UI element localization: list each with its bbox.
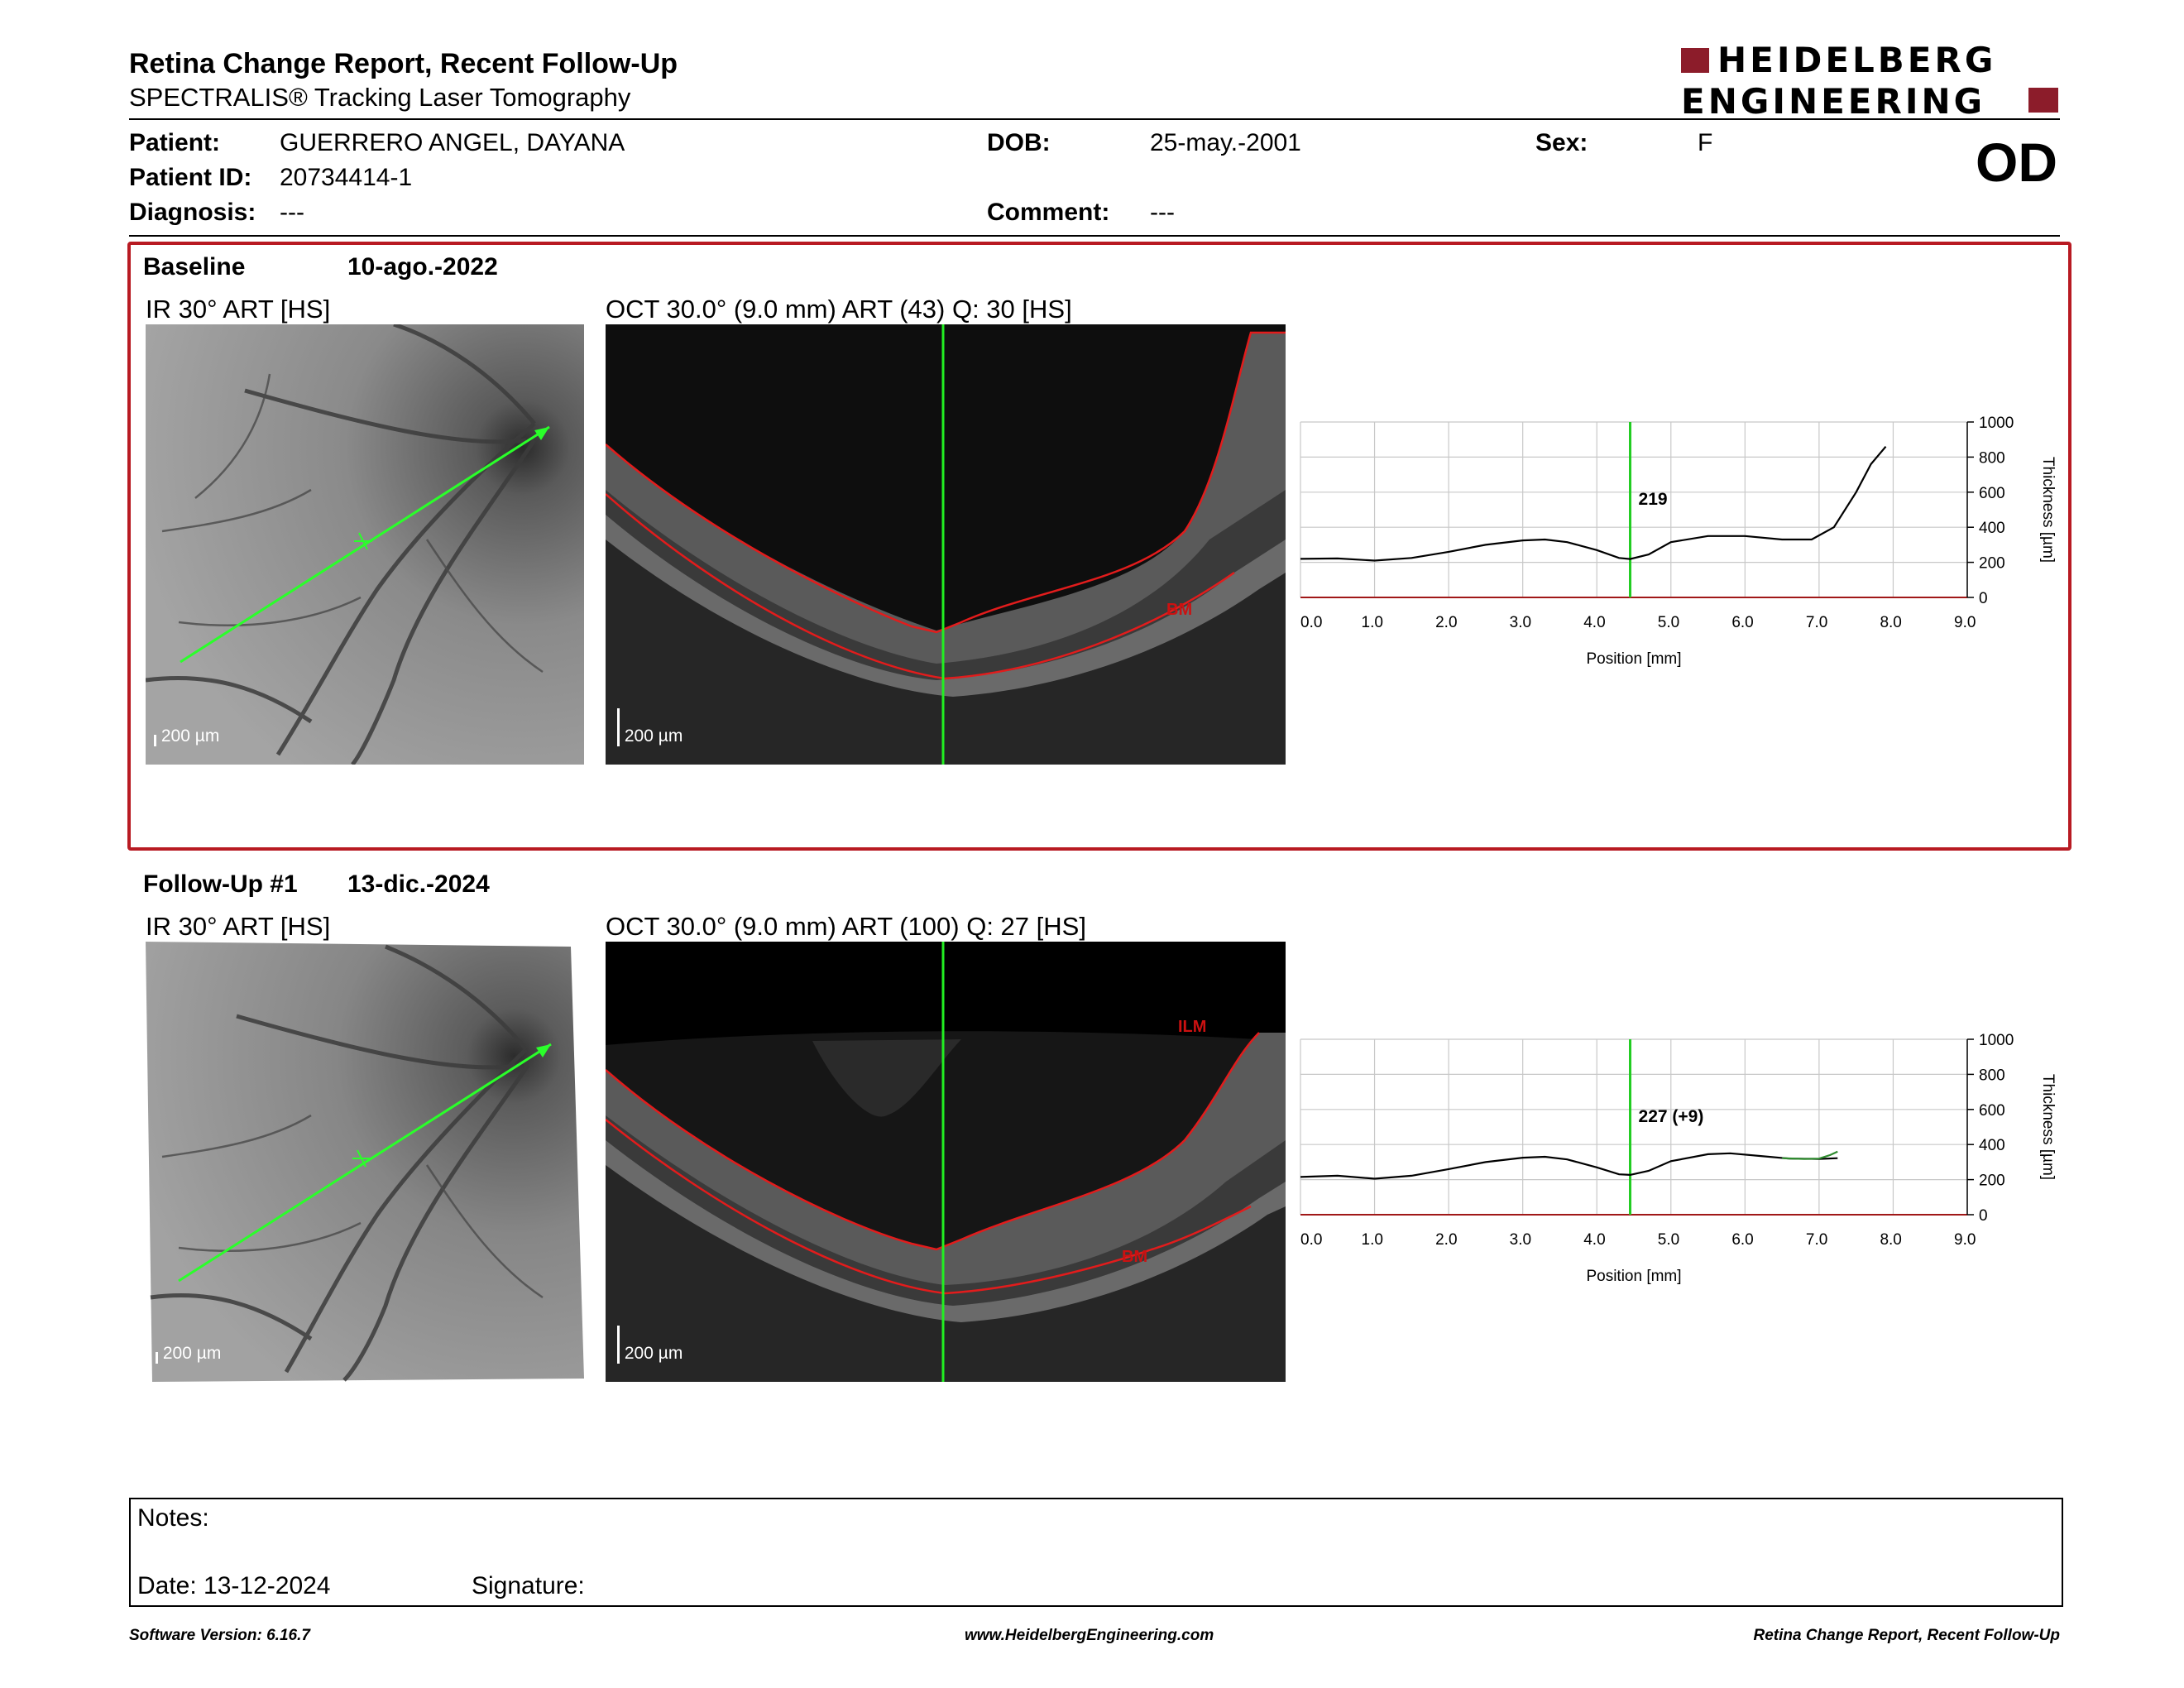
x-tick-label: 3.0 (1510, 1231, 1531, 1249)
y-tick-label: 1000 (1979, 1032, 2014, 1049)
x-tick-label: 1.0 (1362, 614, 1383, 631)
logo-line1: HEIDELBERG (1717, 40, 1997, 80)
y-tick-label: 800 (1979, 449, 2005, 467)
y-tick-label: 800 (1979, 1067, 2005, 1084)
baseline-oct-title: OCT 30.0° (9.0 mm) ART (43) Q: 30 [HS] (606, 295, 1072, 324)
followup-date: 13-dic.-2024 (347, 870, 490, 898)
followup-ir-image: 200 µm (146, 942, 584, 1382)
x-tick-label: 4.0 (1583, 1231, 1605, 1249)
followup-oct-image: ILM BM 200 µm (606, 942, 1286, 1382)
x-tick-label: 5.0 (1658, 1231, 1679, 1249)
sex-label: Sex: (1535, 129, 1588, 156)
baseline-date: 10-ago.-2022 (347, 253, 498, 281)
patient-id-value: 20734414-1 (280, 164, 413, 191)
baseline-thickness-chart: 0 200 400 600 800 1000 0.0 1.0 2.0 3.0 4.0 5.0 6.0 7.… (1300, 415, 2057, 668)
notes-label: Notes: (137, 1504, 209, 1532)
x-tick-label: 2.0 (1435, 1231, 1457, 1249)
y-tick-label: 600 (1979, 1102, 2005, 1120)
patient-name: GUERRERO ANGEL, DAYANA (280, 129, 625, 156)
patient-label: Patient: (129, 129, 221, 156)
comment-value: --- (1150, 199, 1175, 226)
x-tick-label: 6.0 (1731, 1231, 1753, 1249)
baseline-oct-scale: 200 µm (624, 727, 683, 746)
x-tick-label: 7.0 (1806, 1231, 1827, 1249)
x-tick-label: 0.0 (1300, 614, 1322, 631)
baseline-bm-label: BM (1166, 601, 1193, 619)
x-axis-label: Position [mm] (1586, 1268, 1681, 1285)
thickness-series-line (1300, 445, 1887, 562)
y-tick-label: 0 (1979, 1207, 1988, 1225)
notes-date: Date: 13-12-2024 (137, 1572, 331, 1599)
y-tick-label: 400 (1979, 1137, 2005, 1154)
patient-divider (129, 235, 2060, 237)
diagnosis-value: --- (280, 199, 304, 226)
y-tick-label: 400 (1979, 520, 2005, 537)
x-tick-label: 9.0 (1954, 1231, 1976, 1249)
followup-oct-title: OCT 30.0° (9.0 mm) ART (100) Q: 27 [HS] (606, 912, 1086, 941)
footer-url[interactable]: www.HeidelbergEngineering.com (965, 1627, 1214, 1644)
baseline-ir-title: IR 30° ART [HS] (146, 295, 331, 324)
logo-line2: ENGINEERING (1681, 81, 1986, 122)
report-title: Retina Change Report, Recent Follow-Up (129, 48, 678, 79)
x-tick-label: 5.0 (1658, 614, 1679, 631)
dob-value: 25-may.-2001 (1150, 129, 1301, 156)
eye-indicator: OD (1976, 132, 2057, 193)
sex-value: F (1698, 129, 1713, 156)
header-divider (129, 118, 2060, 120)
baseline-ir-image: 200 µm (146, 324, 584, 765)
x-tick-label: 8.0 (1880, 614, 1901, 631)
x-tick-label: 9.0 (1954, 614, 1976, 631)
followup-oct-scale: 200 µm (624, 1344, 683, 1363)
x-tick-label: 0.0 (1300, 1231, 1322, 1249)
y-axis-label: Thickness [µm] (2039, 1074, 2057, 1180)
x-tick-label: 8.0 (1880, 1231, 1901, 1249)
baseline-label: Baseline (143, 253, 246, 281)
comment-label: Comment: (987, 199, 1110, 226)
followup-ir-title: IR 30° ART [HS] (146, 912, 331, 941)
followup-label: Follow-Up #1 (143, 870, 298, 898)
report-subtitle: SPECTRALIS® Tracking Laser Tomography (129, 83, 631, 112)
x-tick-label: 6.0 (1731, 614, 1753, 631)
y-tick-label: 1000 (1979, 415, 2014, 432)
notes-box: Notes: Date: 13-12-2024 Signature: (129, 1498, 2063, 1607)
y-axis-label: Thickness [µm] (2039, 457, 2057, 563)
y-tick-label: 0 (1979, 590, 1988, 607)
y-tick-label: 600 (1979, 485, 2005, 502)
y-tick-label: 200 (1979, 1172, 2005, 1190)
signature-label: Signature: (472, 1572, 585, 1599)
patient-id-label: Patient ID: (129, 164, 252, 191)
x-tick-label: 3.0 (1510, 614, 1531, 631)
dob-label: DOB: (987, 129, 1051, 156)
footer-software-version: Software Version: 6.16.7 (129, 1627, 310, 1644)
x-tick-label: 2.0 (1435, 614, 1457, 631)
followup-ilm-label: ILM (1178, 1018, 1207, 1036)
diagnosis-label: Diagnosis: (129, 199, 256, 226)
thickness-series-line (1782, 1150, 1838, 1160)
x-axis-label: Position [mm] (1586, 650, 1681, 668)
x-tick-label: 7.0 (1806, 614, 1827, 631)
baseline-section (127, 242, 2071, 851)
followup-bm-label: BM (1122, 1248, 1148, 1266)
heidelberg-logo: HEIDELBERG ENGINEERING (1681, 40, 2060, 122)
thickness-series-line (1300, 1152, 1838, 1180)
followup-ir-scale: 200 µm (162, 1344, 222, 1363)
y-tick-label: 200 (1979, 555, 2005, 573)
baseline-ir-scale: 200 µm (160, 727, 220, 746)
x-tick-label: 4.0 (1583, 614, 1605, 631)
followup-thickness-chart: 0 200 400 600 800 1000 0.0 1.0 2.0 3.0 4.0 5.0 6.0 7.… (1300, 1032, 2057, 1285)
marker-value-label: 227 (+9) (1639, 1107, 1704, 1126)
marker-value-label: 219 (1639, 490, 1668, 509)
baseline-oct-image: BM 200 µm (606, 324, 1286, 765)
x-tick-label: 1.0 (1362, 1231, 1383, 1249)
footer-report-name: Retina Change Report, Recent Follow-Up (1753, 1627, 2060, 1644)
